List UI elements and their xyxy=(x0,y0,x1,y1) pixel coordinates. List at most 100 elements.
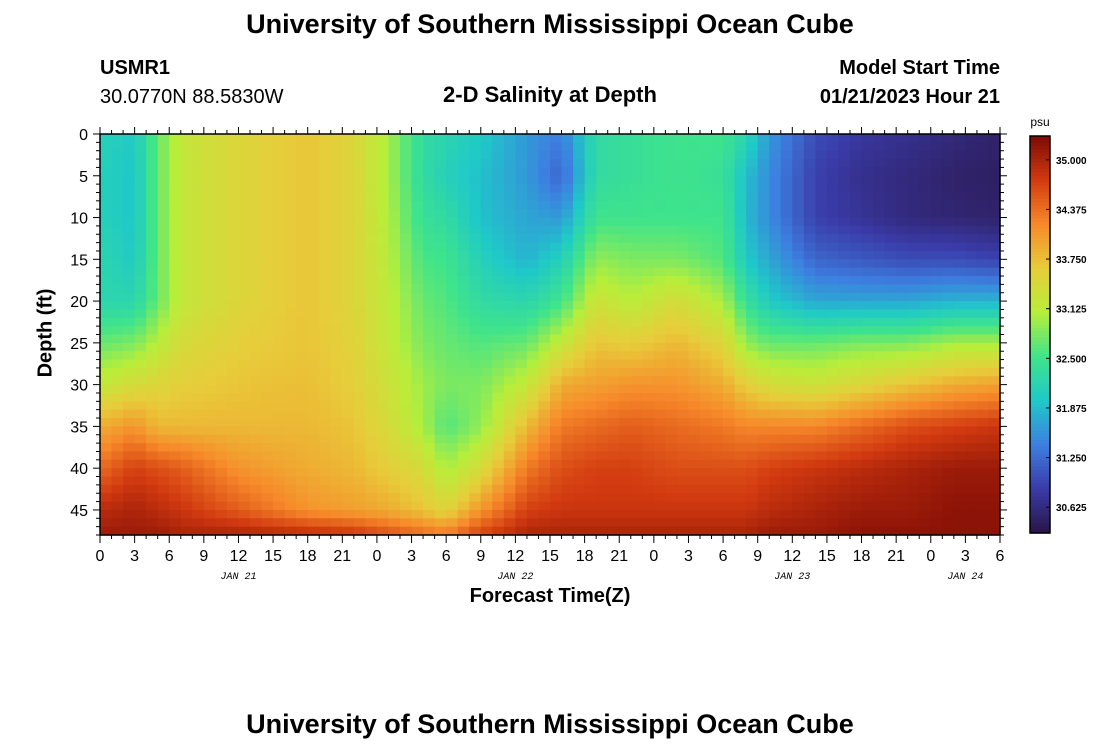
heatmap-cell xyxy=(226,259,240,269)
heatmap-cell xyxy=(907,150,920,160)
heatmap-cell xyxy=(434,351,447,361)
heatmap-cell xyxy=(111,192,124,202)
heatmap-cell xyxy=(376,468,390,478)
heatmap-cell xyxy=(307,150,320,160)
heatmap-cell xyxy=(400,225,413,235)
heatmap-cell xyxy=(492,342,505,352)
heatmap-cell xyxy=(930,459,943,469)
heatmap-cell xyxy=(503,384,516,394)
heatmap-cell xyxy=(803,326,816,336)
heatmap-cell xyxy=(296,359,309,369)
heatmap-cell xyxy=(273,359,286,369)
heatmap-cell xyxy=(838,518,851,528)
heatmap-cell xyxy=(134,493,147,503)
heatmap-cell xyxy=(573,326,586,336)
heatmap-cell xyxy=(976,501,990,511)
heatmap-cell xyxy=(457,175,470,185)
heatmap-cell xyxy=(169,426,182,436)
heatmap-cell xyxy=(653,518,666,528)
heatmap-cell xyxy=(873,401,886,411)
heatmap-cell xyxy=(769,493,782,503)
heatmap-cell xyxy=(550,134,563,143)
heatmap-cell xyxy=(861,384,874,394)
heatmap-cell xyxy=(215,509,228,519)
heatmap-cell xyxy=(192,526,205,536)
heatmap-cell xyxy=(446,459,459,469)
heatmap-cell xyxy=(769,250,782,260)
heatmap-cell xyxy=(884,451,897,461)
heatmap-cell xyxy=(919,200,932,210)
colorbar-segment xyxy=(1030,241,1050,246)
heatmap-cell xyxy=(746,225,759,235)
heatmap-cell xyxy=(469,159,482,169)
heatmap-cell xyxy=(757,426,770,436)
heatmap-cell xyxy=(273,209,286,219)
heatmap-cell xyxy=(769,418,782,427)
heatmap-cell xyxy=(815,309,828,319)
colorbar-segment xyxy=(1030,516,1050,521)
heatmap-cell xyxy=(988,150,1001,160)
heatmap-cell xyxy=(480,284,493,294)
heatmap-cell xyxy=(365,192,378,202)
colorbar-segment xyxy=(1030,354,1050,359)
heatmap-cell xyxy=(123,276,136,285)
heatmap-cell xyxy=(515,476,528,486)
heatmap-cell xyxy=(330,484,343,494)
heatmap-cell xyxy=(792,192,805,202)
heatmap-cell xyxy=(965,418,978,427)
heatmap-cell xyxy=(215,426,228,436)
heatmap-cell xyxy=(780,351,793,361)
heatmap-cell xyxy=(100,351,113,361)
heatmap-cell xyxy=(803,351,816,361)
heatmap-cell xyxy=(746,200,759,210)
heatmap-cell xyxy=(411,292,424,302)
heatmap-cell xyxy=(769,150,782,160)
heatmap-cell xyxy=(469,292,482,302)
colorbar-segment xyxy=(1030,304,1050,309)
heatmap-cell xyxy=(919,192,932,202)
heatmap-cell xyxy=(930,418,943,427)
heatmap-cell xyxy=(734,476,747,486)
heatmap-cell xyxy=(134,192,147,202)
heatmap-cell xyxy=(803,301,816,311)
heatmap-cell xyxy=(330,351,343,361)
heatmap-cell xyxy=(573,276,586,285)
heatmap-cell xyxy=(273,167,286,177)
heatmap-cell xyxy=(457,159,470,169)
heatmap-cell xyxy=(526,501,540,511)
heatmap-cell xyxy=(503,267,516,277)
heatmap-cell xyxy=(723,367,736,377)
heatmap-cell xyxy=(676,526,690,536)
heatmap-cell xyxy=(538,309,551,319)
heatmap-cell xyxy=(100,242,113,252)
heatmap-cell xyxy=(273,317,286,327)
heatmap-cell xyxy=(826,209,840,219)
heatmap-cell xyxy=(630,276,643,285)
heatmap-cell xyxy=(400,526,413,536)
heatmap-cell xyxy=(215,276,228,285)
heatmap-cell xyxy=(803,509,816,519)
heatmap-cell xyxy=(226,284,240,294)
heatmap-cell xyxy=(746,134,759,143)
heatmap-cell xyxy=(353,142,366,152)
heatmap-cell xyxy=(573,367,586,377)
heatmap-cell xyxy=(492,242,505,252)
heatmap-cell xyxy=(123,468,136,478)
colorbar-segment xyxy=(1030,410,1050,415)
heatmap-cell xyxy=(826,351,840,361)
heatmap-cell xyxy=(688,493,701,503)
heatmap-cell xyxy=(250,142,263,152)
heatmap-cell xyxy=(226,184,240,194)
heatmap-cell xyxy=(515,225,528,235)
heatmap-cell xyxy=(388,217,401,227)
heatmap-cell xyxy=(550,159,563,169)
heatmap-cell xyxy=(561,167,574,177)
heatmap-cell xyxy=(896,359,909,369)
heatmap-cell xyxy=(388,351,401,361)
heatmap-cell xyxy=(330,267,343,277)
heatmap-cell xyxy=(111,317,124,327)
heatmap-cell xyxy=(930,301,943,311)
heatmap-cell xyxy=(988,292,1001,302)
heatmap-cell xyxy=(100,217,113,227)
heatmap-cell xyxy=(550,225,563,235)
